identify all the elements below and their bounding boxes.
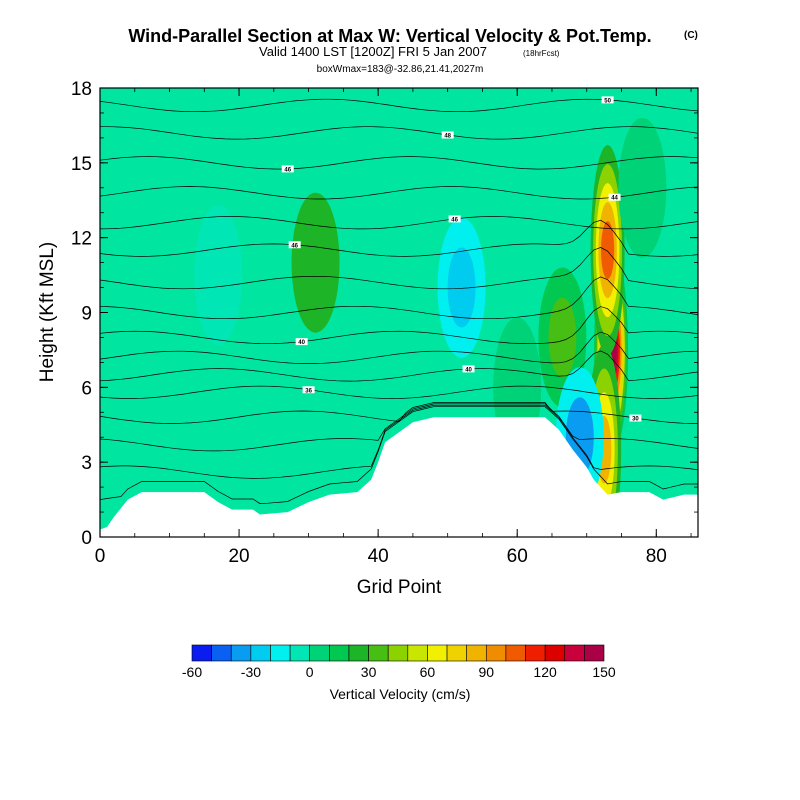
theta-contour-15 [100,98,698,113]
chart-title: Wind-Parallel Section at Max W: Vertical… [128,26,651,46]
theta-label-bg-7 [295,338,308,346]
velocity-cell-9-0 [618,117,667,258]
y-tick-label-3: 9 [81,304,92,325]
colorbar-swatch-11 [407,644,428,662]
colorbar-swatch-19 [564,644,585,662]
chart-subtitle-note: (18hrFcst) [523,49,560,58]
theta-contour-3 [100,402,698,424]
colorbar-swatch-6 [309,644,330,662]
colorbar-swatch-14 [466,644,487,662]
colorbar-swatch-13 [446,644,467,662]
theta-label-bg-5 [462,365,475,373]
theta-contour-14 [100,126,698,140]
theta-label-3: 30 [632,417,639,423]
y-tick-label-6: 18 [71,79,92,100]
theta-label-bg-10 [288,241,301,249]
theta-contour-5 [100,350,698,382]
velocity-cell-4-1 [447,247,476,328]
theta-label-bg-13 [281,165,294,173]
velocity-cell-7-0 [291,192,340,333]
y-tick-label-4: 12 [71,229,92,250]
chart-subtitle: Valid 1400 LST [1200Z] FRI 5 Jan 2007 [259,44,487,59]
colorbar-tick-label-5: 90 [479,664,495,680]
theta-label-bg-15 [601,96,614,104]
terrain [100,417,698,537]
theta-label-bg-4 [302,386,315,394]
colorbar-swatch-9 [368,644,389,662]
colorbar-swatch-17 [525,644,546,662]
x-tick-label-1: 20 [228,546,249,567]
theta-label-bg-3 [629,414,642,422]
colorbar-label: Vertical Velocity (cm/s) [330,686,471,702]
chart-title-mark: (C) [684,30,698,41]
velocity-field [194,117,667,537]
colorbar-swatch-4 [270,644,291,662]
theta-contour-4 [100,385,698,399]
colorbar-swatch-5 [289,644,311,662]
velocity-cell-1-4 [601,221,615,280]
x-tick-label-0: 0 [95,546,106,567]
theta-label-13: 46 [284,167,291,173]
chart-subtitle-2: boxWmax=183@-32.86,21.41,2027m [317,64,484,75]
colorbar-swatch-16 [505,644,526,662]
colorbar-swatch-2 [230,644,252,662]
theta-contour-12 [100,186,698,200]
theta-contour-11 [100,216,698,230]
colorbar-swatch-15 [485,644,507,662]
theta-contour-1 [100,404,698,479]
colorbar-swatch-0 [191,644,212,662]
colorbar-tick-label-0: -60 [182,664,202,680]
theta-label-bg-11 [448,215,461,223]
theta-label-14: 48 [444,133,451,139]
theta-label-15: 50 [604,98,611,104]
x-axis: 0 20 40 60 80 [95,88,692,567]
y-tick-label-1: 3 [81,453,92,474]
colorbar-swatch-1 [211,644,232,662]
plot-area: 30 36 40 40 46 46 44 46 48 50 [100,88,698,537]
colorbar-tick-label-7: 150 [592,664,616,680]
theta-label-5: 40 [465,367,472,373]
y-tick-label-0: 0 [81,528,92,549]
theta-label-10: 46 [291,243,298,249]
x-tick-label-3: 60 [507,546,528,567]
y-axis-label: Height (Kft MSL) [37,242,58,382]
theta-label-bg-12 [608,193,621,201]
colorbar-swatch-18 [544,644,566,662]
theta-label-7: 40 [298,340,305,346]
colorbar-swatch-7 [329,644,350,662]
colorbar-swatch-20 [584,644,605,662]
potential-temperature-contours: 30 36 40 40 46 46 44 46 48 50 [100,96,698,504]
colorbar-tick-label-6: 120 [533,664,557,680]
x-tick-label-4: 80 [646,546,667,567]
theta-contour-10 [100,219,698,257]
colorbar-swatch-3 [250,644,271,662]
theta-contour-9 [100,247,698,290]
y-tick-label-2: 6 [81,378,92,399]
theta-contour-7 [100,306,698,345]
colorbar-tick-label-2: 0 [306,664,314,680]
theta-label-4: 36 [305,388,312,394]
x-axis-label: Grid Point [357,577,442,598]
x-tick-label-2: 40 [368,546,389,567]
colorbar-swatch-12 [427,644,448,662]
velocity-cell-3-1 [548,297,577,378]
colorbar-tick-label-3: 30 [361,664,377,680]
theta-label-bg-14 [441,131,454,139]
theta-label-12: 44 [611,196,618,202]
colorbar-tick-label-4: 60 [420,664,436,680]
theta-contour-8 [100,276,698,320]
theta-label-11: 46 [451,217,458,223]
colorbar: -60 -30 0 30 60 90 120 150 [182,644,616,680]
colorbar-swatch-8 [348,644,369,662]
velocity-cell-6-0 [194,205,243,346]
colorbar-swatch-10 [387,644,409,662]
theta-contour-2 [100,403,698,452]
theta-contour-13 [100,156,698,170]
theta-contour-6 [100,331,698,364]
colorbar-tick-label-1: -30 [241,664,261,680]
y-tick-label-5: 15 [71,154,92,175]
